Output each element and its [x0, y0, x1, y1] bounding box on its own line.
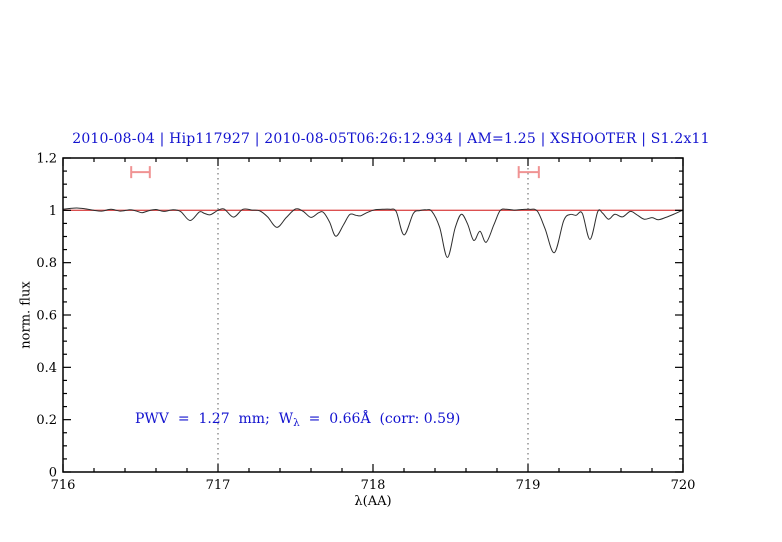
annotation-text-right: = 0.66Å (corr: 0.59)	[299, 411, 461, 427]
y-tick-label-0: 0	[49, 466, 57, 481]
plot-title: 2010-08-04 | Hip117927 | 2010-08-05T06:2…	[72, 131, 710, 147]
y-axis-label: norm. flux	[18, 281, 34, 349]
x-tick-label-718: 718	[361, 478, 386, 493]
y-tick-label-1: 1	[49, 204, 57, 219]
y-tick-label-0.8: 0.8	[36, 256, 57, 271]
annotation-text-left: PWV = 1.27 mm; W	[135, 411, 294, 427]
pwv-annotation: PWV = 1.27 mm; Wλ = 0.66Å (corr: 0.59)	[135, 411, 461, 429]
x-tick-label-716: 716	[51, 478, 76, 493]
x-axis-label: λ(AA)	[354, 494, 392, 509]
spectrum-path	[62, 207, 684, 258]
x-tick-label-717: 717	[206, 478, 231, 493]
lambda-subscript: λ	[293, 417, 300, 429]
y-tick-label-0.6: 0.6	[36, 309, 57, 324]
y-tick-label-1.2: 1.2	[36, 152, 57, 167]
y-tick-label-0.2: 0.2	[36, 413, 57, 428]
y-tick-label-0.4: 0.4	[36, 361, 57, 376]
x-tick-label-720: 720	[671, 478, 696, 493]
x-tick-label-719: 719	[516, 478, 541, 493]
